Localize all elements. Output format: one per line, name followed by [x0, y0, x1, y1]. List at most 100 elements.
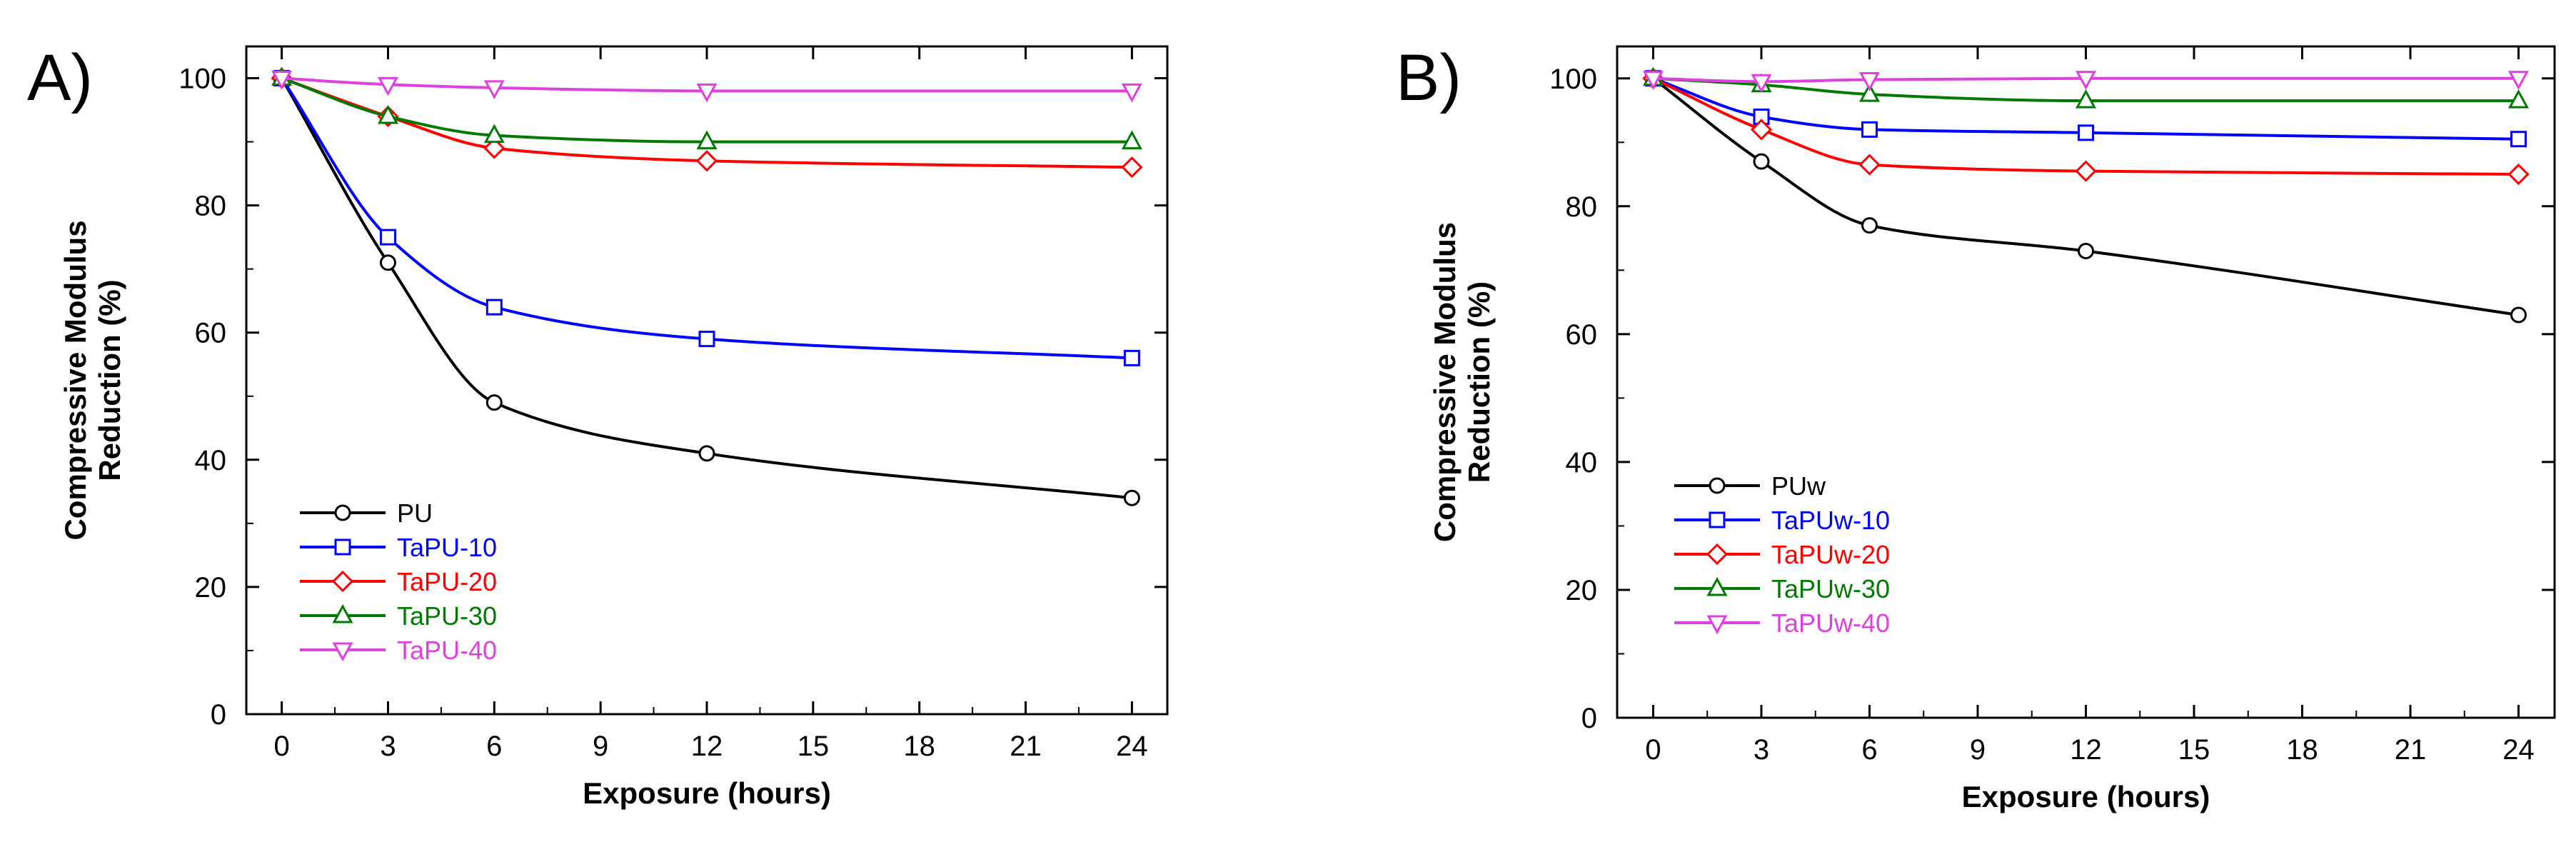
- y-tick-label: 20: [1566, 575, 1598, 606]
- data-point-PUw: [2078, 242, 2094, 259]
- data-point-TaPUw-10: [1861, 121, 1878, 138]
- y-tick-label: 40: [195, 445, 227, 476]
- x-tick-label: 15: [2178, 734, 2210, 766]
- x-tick-label: 9: [593, 731, 608, 762]
- data-point-TaPU-10: [379, 229, 396, 246]
- y-tick-label: 100: [178, 64, 226, 95]
- series-line-TaPUw-10: [1652, 76, 2519, 141]
- data-point-TaPU-20: [1121, 156, 1143, 179]
- data-point-TaPU-30: [483, 124, 505, 144]
- x-tick-label: 21: [1010, 731, 1042, 762]
- x-tick-label: 3: [380, 731, 396, 762]
- x-tick-label: 18: [903, 731, 935, 762]
- data-point-TaPU-40: [696, 83, 718, 103]
- legend-label: TaPUw-20: [1771, 540, 1890, 569]
- y-tick-label: 60: [1566, 319, 1598, 351]
- data-point-TaPU-40: [377, 76, 398, 96]
- data-point-PU: [485, 394, 503, 411]
- legend-marker: [1706, 543, 1729, 566]
- legend-marker: [334, 504, 351, 521]
- legend-label: TaPU-30: [397, 601, 497, 631]
- data-point-TaPU-10: [485, 299, 503, 316]
- data-point-TaPUw-10: [1753, 108, 1770, 125]
- legend-marker: [1709, 477, 1726, 494]
- legend-marker: [331, 570, 354, 593]
- chart-panel-a: A) 0 3 6 9 12 15 18 21 24 0 20 40 60 80 100 Exposure (ho…: [27, 41, 1169, 810]
- legend-label: TaPU-20: [397, 567, 497, 596]
- data-point-TaPUw-20: [2507, 163, 2530, 186]
- x-tick-label: 24: [1116, 731, 1148, 762]
- data-point-TaPUw-30: [2507, 89, 2530, 109]
- x-tick-label: 6: [1861, 734, 1877, 766]
- legend-label: PU: [397, 498, 433, 528]
- panel-label: B): [1396, 41, 1461, 114]
- x-tick-label: 0: [1645, 734, 1661, 766]
- y-axis-title-line: Compressive Modulus: [59, 220, 92, 540]
- data-point-TaPU-30: [1121, 130, 1142, 150]
- series-line-TaPU-40: [281, 76, 1132, 93]
- data-point-TaPU-30: [696, 130, 718, 150]
- x-tick-label: 24: [2502, 734, 2535, 766]
- x-tick-label: 3: [1754, 734, 1769, 766]
- legend-label: PUw: [1771, 471, 1826, 501]
- y-tick-label: 100: [1549, 64, 1597, 95]
- data-point-TaPU-40: [483, 80, 505, 100]
- data-point-TaPUw-20: [1750, 119, 1773, 141]
- series-line-TaPU-30: [281, 76, 1132, 144]
- data-point-TaPU-10: [1123, 349, 1140, 366]
- data-point-TaPUw-40: [1751, 74, 1772, 94]
- series-line-TaPUw-20: [1652, 76, 2519, 176]
- y-tick-label: 60: [195, 318, 227, 349]
- x-tick-label: 0: [273, 731, 289, 762]
- data-point-TaPUw-40: [2075, 71, 2097, 90]
- data-point-TaPUw-20: [1858, 154, 1881, 176]
- data-point-TaPU-20: [695, 150, 718, 172]
- data-point-PUw: [2510, 306, 2527, 324]
- x-tick-label: 12: [691, 731, 723, 762]
- x-tick-label: 21: [2395, 734, 2427, 766]
- legend-marker: [332, 642, 353, 662]
- series-line-TaPUw-30: [1653, 76, 2519, 103]
- y-tick-label: 80: [195, 191, 227, 222]
- y-tick-label: 20: [195, 572, 227, 603]
- x-tick-label: 12: [2070, 734, 2102, 766]
- data-point-PU: [698, 445, 715, 462]
- data-point-PU: [1123, 489, 1140, 506]
- series-line-TaPU-10: [280, 77, 1132, 360]
- legend-marker: [1709, 511, 1726, 528]
- y-tick-label: 80: [1566, 191, 1598, 223]
- x-tick-label: 9: [1970, 734, 1986, 766]
- y-tick-label: 0: [211, 699, 226, 731]
- y-tick-label: 0: [1581, 703, 1597, 734]
- legend-label: TaPUw-40: [1771, 608, 1890, 638]
- data-point-PUw: [1753, 153, 1770, 170]
- x-axis-title: Exposure (hours): [583, 776, 831, 810]
- data-point-TaPUw-40: [2507, 71, 2530, 90]
- series-line-PUw: [1652, 77, 2519, 316]
- data-point-TaPU-20: [483, 137, 505, 159]
- legend-marker: [1706, 615, 1728, 635]
- data-point-TaPU-40: [271, 71, 293, 90]
- plot-frame: [1616, 45, 2556, 719]
- y-axis-title-line: Compressive Modulus: [1428, 222, 1461, 542]
- legend-marker: [332, 603, 353, 623]
- x-tick-label: 18: [2286, 734, 2318, 766]
- legend-label: TaPUw-10: [1771, 506, 1890, 535]
- data-point-PUw: [1861, 217, 1878, 234]
- data-point-TaPUw-20: [2075, 160, 2097, 182]
- data-point-TaPU-10: [698, 331, 715, 348]
- x-axis-title: Exposure (hours): [1962, 780, 2210, 813]
- series-line-PU: [280, 77, 1132, 500]
- x-tick-label: 15: [798, 731, 830, 762]
- y-tick-label: 40: [1566, 447, 1598, 478]
- x-tick-label: 6: [486, 731, 502, 762]
- legend-marker: [334, 538, 351, 556]
- panel-label: A): [27, 41, 93, 114]
- chart-panel-b: B) 0 3 6 9 12 15 18 21 24 0 20 40 60 80 100 Exposure (ho…: [1396, 41, 2556, 813]
- data-point-TaPUw-40: [1642, 71, 1664, 90]
- legend-marker: [1706, 576, 1728, 596]
- data-point-TaPU-40: [1121, 83, 1142, 103]
- data-point-TaPUw-10: [2078, 124, 2094, 141]
- data-point-TaPUw-30: [2075, 89, 2097, 109]
